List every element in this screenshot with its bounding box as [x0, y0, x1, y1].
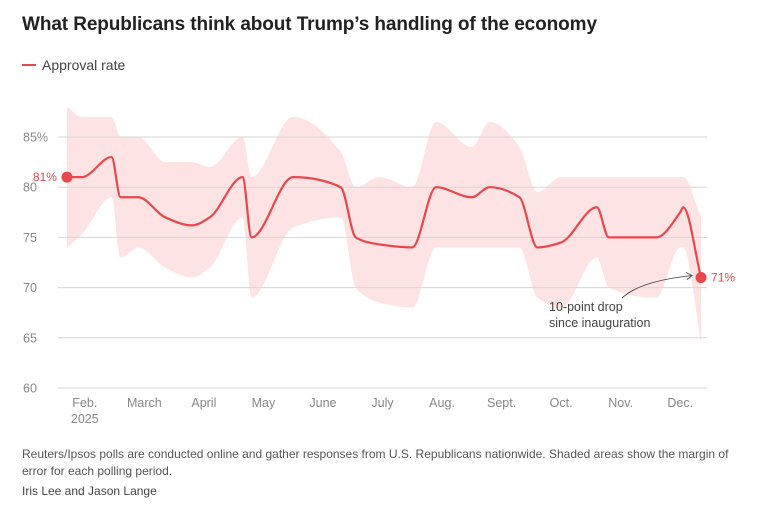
y-tick-label: 80: [23, 181, 37, 195]
byline: Iris Lee and Jason Lange: [22, 484, 157, 498]
x-tick-sublabel: 2025: [71, 412, 99, 426]
y-tick-label: 60: [23, 382, 37, 396]
x-tick-label: Nov.: [608, 396, 633, 410]
chart-title: What Republicans think about Trump’s han…: [22, 14, 597, 35]
end-point: [695, 272, 707, 284]
x-tick-label: Feb.: [72, 396, 97, 410]
legend: Approval rate: [22, 57, 125, 73]
footnote: Reuters/Ipsos polls are conducted online…: [22, 447, 729, 478]
x-tick-label: March: [127, 396, 162, 410]
x-tick-label: July: [371, 396, 394, 410]
y-tick-label: 70: [23, 281, 37, 295]
margin-of-error-band: [66, 106, 702, 343]
approval-line: [66, 155, 703, 278]
end-value-label: 71%: [711, 271, 735, 285]
x-tick-label: Oct.: [550, 396, 573, 410]
annotation-line-2: since inauguration: [549, 316, 651, 330]
x-tick-label: Dec.: [667, 396, 693, 410]
y-tick-label: 75: [23, 231, 37, 245]
annotation-line-1: 10-point drop: [549, 300, 623, 314]
legend-label: Approval rate: [42, 57, 126, 73]
annotation-arrow: [621, 275, 693, 299]
x-tick-label: April: [191, 396, 216, 410]
start-value-label: 81%: [33, 170, 57, 184]
x-tick-label: Sept.: [487, 396, 516, 410]
legend-line-icon: [22, 64, 36, 66]
y-tick-label: 85%: [23, 131, 48, 145]
x-tick-label: May: [252, 396, 276, 410]
x-tick-label: June: [309, 396, 336, 410]
x-tick-label: Aug.: [429, 396, 455, 410]
y-tick-label: 65: [23, 331, 37, 345]
chart-plot-area: 85% 80 75 70 65 60 Feb. 2025 March April May June Ju…: [23, 106, 735, 426]
annotation-arrowhead-icon: [685, 272, 693, 280]
start-point: [61, 171, 73, 183]
